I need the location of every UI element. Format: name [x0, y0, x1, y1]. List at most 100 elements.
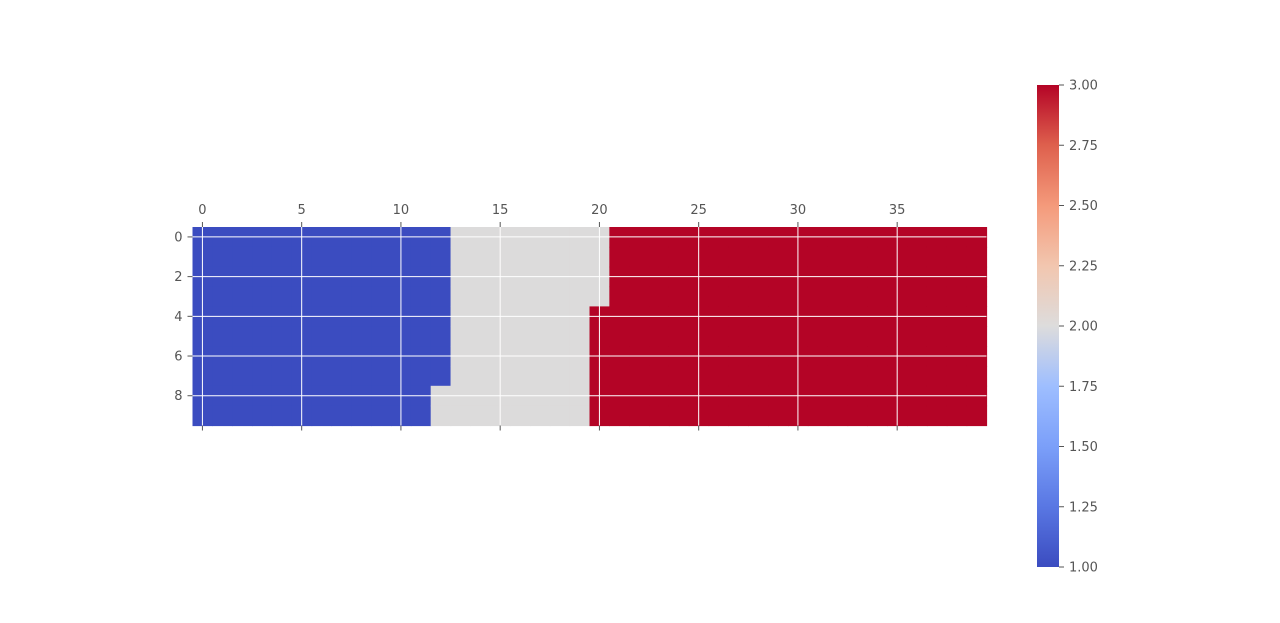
waffle-cell: [549, 286, 571, 307]
waffle-cell: [212, 365, 233, 387]
colorbar: 1.00 1.25 1.50 1.75 2.00 2.25 2.50 2.75 3.00: [1037, 79, 1098, 576]
x-axis: 0 5 10 15 20 25 30 35: [198, 203, 905, 431]
waffle-cell: [331, 286, 352, 307]
waffle-cell: [748, 246, 769, 268]
waffle-cell: [907, 405, 928, 427]
waffle-cell: [529, 405, 551, 427]
waffle-cell: [768, 326, 789, 347]
waffle-cell: [311, 365, 333, 387]
waffle-cell: [371, 405, 392, 427]
waffle-cell: [807, 405, 829, 427]
waffle-cell: [271, 326, 293, 347]
waffle-cell: [410, 286, 432, 307]
waffle-cell: [311, 246, 333, 268]
waffle-cell: [668, 405, 690, 427]
waffle-cell: [708, 286, 730, 307]
waffle-cell: [510, 246, 531, 268]
waffle-cell: [728, 326, 749, 347]
waffle-cell: [708, 326, 730, 347]
colorbar-tick-label: 2.50: [1069, 199, 1098, 214]
waffle-cell: [629, 286, 650, 307]
waffle-cell: [371, 326, 392, 347]
waffle-cell: [529, 246, 551, 268]
waffle-cell: [510, 365, 531, 387]
waffle-cell: [807, 246, 829, 268]
colorbar-tick-label: 2.00: [1069, 320, 1098, 335]
waffle-cell: [569, 286, 591, 307]
waffle-cell: [232, 405, 253, 427]
waffle-cell: [629, 246, 650, 268]
waffle-cell: [629, 326, 650, 347]
waffle-cell: [649, 246, 670, 268]
waffle-cell: [410, 326, 432, 347]
waffle-cell: [331, 326, 352, 347]
waffle-cell: [827, 365, 849, 387]
waffle-cell: [867, 405, 888, 427]
y-tick-label: 8: [174, 389, 182, 404]
waffle-cell: [252, 326, 273, 347]
waffle-cell: [311, 405, 333, 427]
waffle-cell: [728, 246, 749, 268]
x-tick-label: 10: [393, 203, 410, 218]
waffle-cell: [410, 365, 432, 387]
waffle-cell: [252, 405, 273, 427]
waffle-cell: [708, 405, 730, 427]
waffle-cell: [668, 326, 690, 347]
waffle-cell: [629, 365, 650, 387]
waffle-cell: [331, 405, 352, 427]
waffle-cell: [867, 365, 888, 387]
x-tick-label: 0: [198, 203, 206, 218]
waffle-cell: [649, 365, 670, 387]
waffle-cell: [351, 405, 372, 427]
waffle-cell: [212, 246, 233, 268]
waffle-cell: [946, 286, 968, 307]
waffle-cell: [926, 326, 948, 347]
waffle-cell: [549, 246, 571, 268]
waffle-cell: [450, 365, 471, 387]
waffle-cell: [728, 286, 749, 307]
waffle-cell: [450, 326, 471, 347]
waffle-cell: [569, 365, 591, 387]
waffle-cell: [410, 405, 432, 427]
waffle-cell: [252, 286, 273, 307]
waffle-cell: [827, 246, 849, 268]
waffle-cell: [867, 246, 888, 268]
waffle-cell: [450, 246, 471, 268]
waffle-cell: [510, 326, 531, 347]
waffle-cell: [827, 326, 849, 347]
y-tick-label: 2: [174, 270, 182, 285]
waffle-cell: [708, 246, 730, 268]
colorbar-tick-label: 1.75: [1069, 380, 1098, 395]
waffle-cell: [807, 365, 829, 387]
y-tick-label: 6: [174, 350, 182, 365]
waffle-cell: [609, 286, 630, 307]
waffle-cell: [966, 405, 988, 427]
waffle-cell: [966, 326, 988, 347]
waffle-cell: [470, 286, 491, 307]
waffle-cell: [847, 286, 868, 307]
waffle-cell: [331, 365, 352, 387]
waffle-cell: [450, 405, 471, 427]
waffle-cell: [907, 246, 928, 268]
colorbar-tick-label: 2.75: [1069, 139, 1098, 154]
waffle-cell: [430, 365, 452, 387]
waffle-cell: [907, 365, 928, 387]
waffle-cell: [430, 405, 452, 427]
waffle-cell: [430, 286, 452, 307]
x-tick-label: 5: [298, 203, 306, 218]
waffle-cell: [926, 286, 948, 307]
waffle-cell: [510, 286, 531, 307]
colorbar-tick-label: 1.25: [1069, 500, 1098, 515]
colorbar-tick-label: 2.25: [1069, 259, 1098, 274]
waffle-cell: [232, 246, 253, 268]
waffle-cell: [331, 246, 352, 268]
colorbar-tick-label: 1.00: [1069, 561, 1098, 576]
waffle-cell: [252, 365, 273, 387]
waffle-cell: [271, 405, 293, 427]
waffle-cell: [649, 405, 670, 427]
waffle-cell: [470, 326, 491, 347]
y-tick-label: 4: [174, 310, 182, 325]
waffle-cell: [748, 326, 769, 347]
waffle-cell: [529, 286, 551, 307]
waffle-cell: [351, 365, 372, 387]
